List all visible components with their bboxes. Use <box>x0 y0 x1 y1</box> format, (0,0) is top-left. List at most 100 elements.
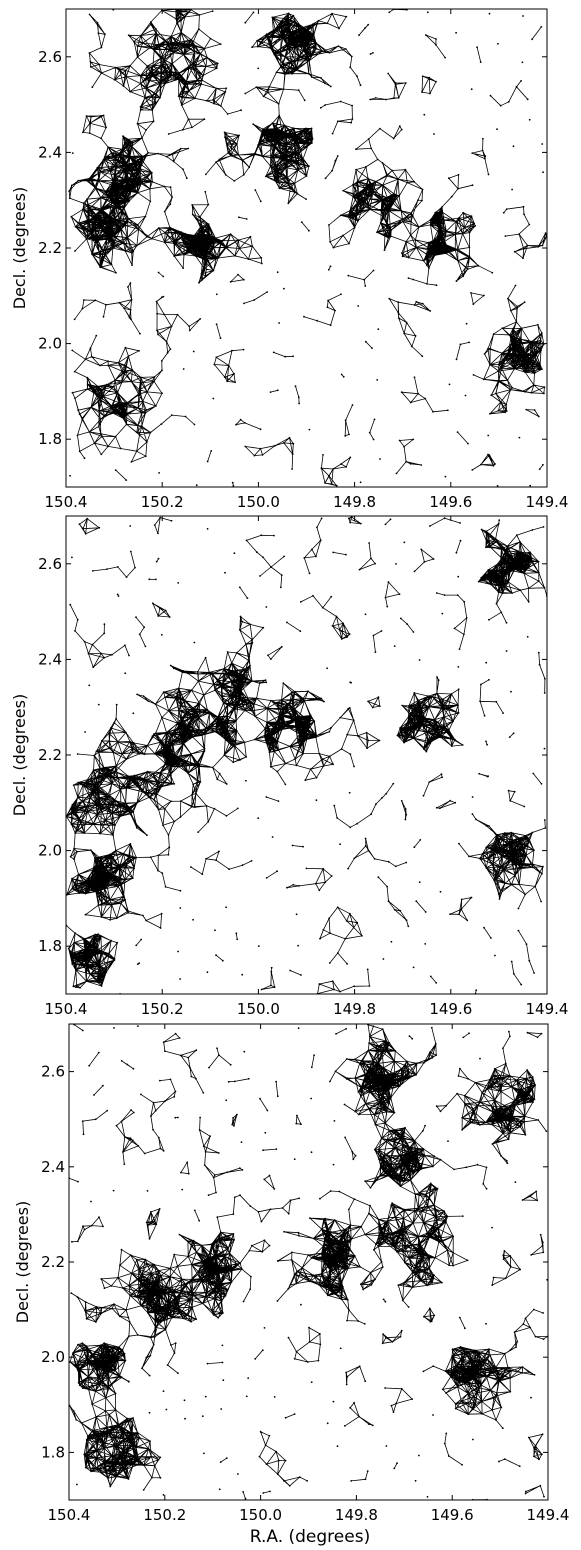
data-point <box>191 716 194 719</box>
data-point <box>393 908 396 911</box>
data-point <box>486 1358 489 1361</box>
data-point <box>390 940 393 943</box>
data-point <box>100 872 103 875</box>
data-point <box>428 247 431 250</box>
data-point <box>141 155 144 158</box>
data-point <box>151 180 154 183</box>
data-point <box>539 1484 542 1487</box>
data-point <box>413 1140 416 1142</box>
data-point <box>401 252 403 254</box>
data-point <box>100 115 102 117</box>
data-point <box>379 458 381 460</box>
data-point <box>278 729 280 731</box>
data-point <box>281 728 283 731</box>
data-point <box>464 266 467 268</box>
data-point <box>106 884 108 887</box>
data-point <box>361 1283 364 1285</box>
data-point <box>270 970 273 973</box>
data-point <box>120 883 123 885</box>
data-point <box>92 769 95 771</box>
data-point <box>525 1077 528 1080</box>
data-point <box>482 137 484 140</box>
data-point <box>269 140 272 143</box>
data-point <box>498 1380 501 1382</box>
data-point <box>104 156 107 159</box>
data-point <box>152 120 155 123</box>
data-point <box>130 187 133 190</box>
data-point <box>162 275 165 278</box>
data-point <box>502 869 505 871</box>
data-point <box>159 1079 161 1082</box>
data-point <box>123 1136 126 1138</box>
data-point <box>466 919 469 922</box>
data-point <box>514 568 516 571</box>
data-point <box>146 235 148 238</box>
data-point <box>269 165 272 167</box>
data-point <box>451 1348 454 1351</box>
data-point <box>135 1446 138 1449</box>
data-point <box>390 1168 392 1171</box>
data-point <box>171 740 174 743</box>
data-point <box>372 1060 374 1062</box>
data-point <box>421 355 424 358</box>
data-point <box>285 150 288 152</box>
data-point <box>495 1370 498 1373</box>
data-point <box>161 296 163 299</box>
data-point <box>86 517 89 520</box>
data-point <box>124 250 127 252</box>
data-point <box>179 1054 182 1057</box>
data-point <box>248 699 251 702</box>
data-point <box>169 186 172 189</box>
data-point <box>171 62 174 65</box>
data-point <box>512 855 515 858</box>
data-point <box>273 534 275 537</box>
data-point <box>401 1134 404 1137</box>
y-axis-label-top: Decl. (degrees) <box>10 187 29 309</box>
data-point <box>467 1413 470 1416</box>
data-point <box>72 985 75 988</box>
data-point <box>107 195 109 198</box>
data-point <box>418 715 421 718</box>
data-point <box>238 216 240 219</box>
data-point <box>407 256 410 259</box>
y-tick-label: 2.6 <box>41 1063 65 1081</box>
data-point <box>468 341 470 344</box>
data-point <box>298 1197 300 1200</box>
data-point <box>138 633 141 636</box>
data-point <box>312 37 314 39</box>
data-point <box>247 258 250 260</box>
data-point <box>190 1263 193 1266</box>
data-point <box>169 203 172 206</box>
data-point <box>144 78 147 81</box>
data-point <box>320 697 323 700</box>
data-point <box>299 730 302 733</box>
data-point <box>411 1286 414 1289</box>
x-tick-label: 149.6 <box>431 1506 474 1524</box>
data-point <box>132 857 135 859</box>
data-point <box>277 175 280 178</box>
data-point <box>446 409 449 412</box>
data-point <box>330 875 333 877</box>
data-point <box>210 450 213 452</box>
data-point <box>406 1060 408 1063</box>
data-point <box>199 216 201 218</box>
data-point <box>430 1183 433 1186</box>
data-point <box>127 34 130 37</box>
data-point <box>94 1118 97 1121</box>
data-point <box>115 1356 118 1359</box>
data-point <box>127 1478 130 1480</box>
data-point <box>111 874 113 877</box>
data-point <box>467 1392 469 1395</box>
data-point <box>187 1314 189 1316</box>
data-point <box>487 173 490 176</box>
data-point <box>373 857 376 860</box>
data-point <box>233 180 236 182</box>
data-point <box>344 1241 347 1244</box>
data-point <box>338 628 341 631</box>
data-point <box>407 925 410 928</box>
data-point <box>323 700 325 703</box>
data-point <box>339 100 342 103</box>
data-point <box>385 1110 388 1113</box>
data-point <box>300 1303 302 1306</box>
data-point <box>170 44 173 47</box>
